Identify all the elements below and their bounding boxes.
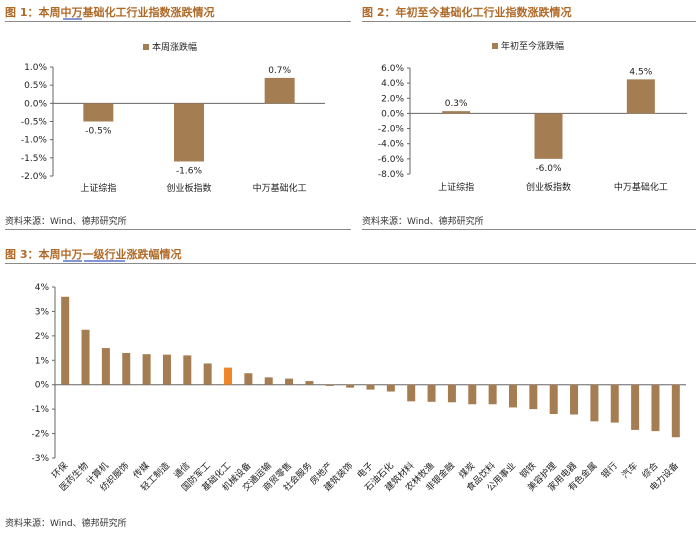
- fig3-bar: [285, 378, 294, 385]
- fig1-value-label: 0.7%: [268, 66, 291, 76]
- fig3-bar: [651, 384, 660, 432]
- fig3-y-tick-label: -2%: [31, 430, 49, 440]
- figure-2-source-rule: [362, 229, 696, 230]
- fig1-y-tick-label: -1.5%: [21, 154, 48, 164]
- fig1-y-tick-label: 1.0%: [24, 63, 47, 73]
- fig2-bar: [626, 79, 655, 114]
- fig1-category-label: 中万基础化工: [253, 182, 307, 194]
- fig3-bar: [183, 355, 192, 385]
- figure-1-title: 图 1：本周中万基础化工行业指数涨跌情况: [5, 6, 215, 19]
- fig3-y-tick-label: 3%: [35, 307, 50, 317]
- fig3-bar: [468, 384, 477, 405]
- fig2-y-tick-label: -2.0%: [378, 125, 405, 135]
- fig3-y-tick-label: -3%: [31, 454, 49, 464]
- fig3-y-tick-label: 0%: [35, 381, 50, 391]
- fig3-bar: [346, 384, 355, 388]
- fig3-bar: [122, 352, 131, 385]
- fig1-bar: [264, 77, 295, 104]
- fig1-value-label: -0.5%: [85, 127, 112, 137]
- fig3-bar: [529, 384, 538, 410]
- fig3-bar: [671, 384, 680, 438]
- fig3-bar: [325, 384, 334, 386]
- fig3-bar: [101, 348, 110, 385]
- fig3-y-tick-label: 4%: [35, 283, 50, 293]
- fig3-bar: [61, 296, 70, 385]
- figure-1-title-rule: [5, 21, 351, 22]
- fig3-bar: [386, 384, 395, 392]
- fig2-y-tick-label: 4.0%: [381, 79, 404, 89]
- fig1-y-tick-label: -2.0%: [21, 172, 48, 182]
- fig2-y-tick-label: 6.0%: [381, 64, 404, 74]
- fig2-category-label: 中万基础化工: [614, 181, 668, 193]
- fig3-y-tick-label: 2%: [35, 332, 50, 342]
- fig2-y-tick-label: 0.0%: [381, 109, 404, 119]
- fig3-bar: [508, 384, 517, 408]
- fig1-legend-swatch: [143, 44, 149, 50]
- fig2-category-label: 创业板指数: [526, 181, 571, 193]
- fig3-bar: [264, 377, 273, 385]
- fig1-y-tick-label: -1.0%: [21, 136, 48, 146]
- fig3-bar: [631, 384, 640, 430]
- fig1-bar: [83, 103, 114, 122]
- figure-3-source: 资料来源：Wind、德邦研究所: [5, 519, 127, 529]
- fig2-bar: [442, 111, 471, 114]
- fig1-y-tick-label: 0.5%: [24, 81, 47, 91]
- figure-2-source: 资料来源：Wind、德邦研究所: [362, 217, 484, 227]
- fig2-value-label: 4.5%: [629, 67, 652, 77]
- fig1-category-label: 上证综指: [80, 182, 116, 194]
- fig3-y-tick-label: 1%: [35, 356, 50, 366]
- fig1-y-tick-label: 0.0%: [24, 99, 47, 109]
- fig3-bar: [305, 381, 314, 385]
- fig3-bar: [447, 384, 456, 403]
- fig2-category-label: 上证综指: [438, 181, 474, 193]
- fig1-category-label: 创业板指数: [166, 182, 211, 194]
- fig2-y-tick-label: -6.0%: [378, 155, 405, 165]
- fig1-value-label: -1.6%: [176, 166, 203, 176]
- fig3-bar: [549, 384, 558, 415]
- figure-3-title-rule: [5, 263, 696, 264]
- fig3-category-label: 银行: [599, 460, 620, 481]
- fig3-bar: [427, 384, 436, 402]
- fig3-bar: [244, 373, 253, 385]
- fig3-bar: [590, 384, 599, 422]
- fig3-bar: [224, 367, 233, 385]
- fig2-y-tick-label: -8.0%: [378, 170, 405, 180]
- fig3-bar: [366, 384, 375, 390]
- fig3-bar: [407, 384, 416, 402]
- fig3-y-tick-label: -1%: [31, 405, 49, 415]
- fig3-bar: [162, 354, 171, 385]
- fig2-y-tick-label: -4.0%: [378, 140, 405, 150]
- fig2-bar: [534, 113, 563, 159]
- figure-1-source-rule: [5, 229, 351, 230]
- figure-2-title-rule: [362, 21, 696, 22]
- fig3-bar: [570, 384, 579, 415]
- fig1-legend-label: 本周涨跌幅: [152, 41, 197, 53]
- fig3-bar: [81, 329, 90, 385]
- fig2-y-tick-label: 2.0%: [381, 94, 404, 104]
- fig3-bar: [488, 384, 497, 405]
- fig2-value-label: 0.3%: [445, 99, 468, 109]
- figure-3-title: 图 3：本周中万一级行业涨跌幅情况: [5, 248, 182, 261]
- fig1-y-tick-label: -0.5%: [21, 118, 48, 128]
- fig3-bar: [203, 363, 212, 385]
- fig2-value-label: -6.0%: [535, 164, 562, 174]
- fig2-legend-swatch: [492, 43, 498, 49]
- fig3-category-label: 汽车: [619, 460, 640, 481]
- fig2-legend-label: 年初至今涨跌幅: [501, 40, 564, 52]
- fig3-bar: [610, 384, 619, 423]
- figure-1-source: 资料来源：Wind、德邦研究所: [5, 217, 127, 227]
- figure-2-title: 图 2：年初至今基础化工行业指数涨跌情况: [362, 6, 572, 19]
- fig3-bar: [142, 354, 151, 385]
- fig1-bar: [174, 103, 204, 162]
